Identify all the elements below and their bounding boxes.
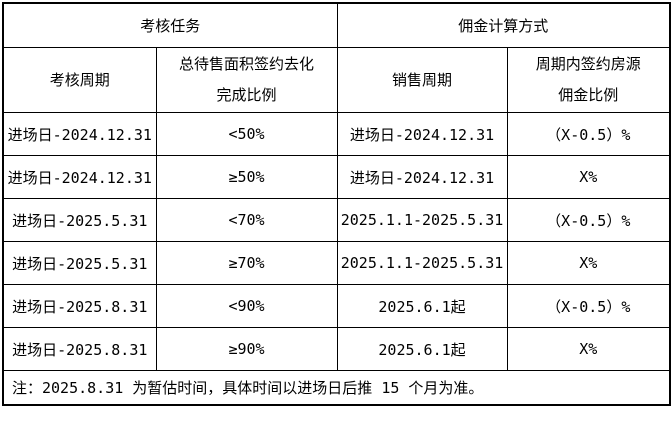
header-line: 周期内签约房源 bbox=[535, 55, 641, 73]
table-note: 注：2025.8.31 为暂估时间，具体时间以进场日后推 15 个月为准。 bbox=[2, 370, 671, 406]
cell-completion-ratio: ≥50% bbox=[155, 155, 338, 199]
table-row: 进场日-2025.8.31 ≥90% 2025.6.1起 X% bbox=[2, 327, 671, 371]
column-header-sales-period: 销售周期 bbox=[336, 47, 508, 113]
header-line: 完成比例 bbox=[216, 86, 277, 104]
cell-assessment-period: 进场日-2025.5.31 bbox=[2, 198, 157, 242]
group-header-commission-method: 佣金计算方式 bbox=[336, 2, 671, 48]
cell-commission-ratio: （X-0.5）% bbox=[506, 112, 671, 156]
table-row: 进场日-2025.5.31 <70% 2025.1.1-2025.5.31 （X… bbox=[2, 198, 671, 242]
column-header-assessment-period: 考核周期 bbox=[2, 47, 157, 113]
cell-completion-ratio: ≥70% bbox=[155, 241, 338, 285]
table-row: 进场日-2025.5.31 ≥70% 2025.1.1-2025.5.31 X% bbox=[2, 241, 671, 285]
cell-completion-ratio: <90% bbox=[155, 284, 338, 328]
header-line: 销售周期 bbox=[392, 70, 453, 89]
cell-sales-period: 2025.6.1起 bbox=[336, 327, 508, 371]
cell-sales-period: 2025.6.1起 bbox=[336, 284, 508, 328]
cell-assessment-period: 进场日-2025.8.31 bbox=[2, 327, 157, 371]
note-row: 注：2025.8.31 为暂估时间，具体时间以进场日后推 15 个月为准。 bbox=[2, 370, 671, 406]
column-header-completion-ratio: 总待售面积签约去化 完成比例 bbox=[155, 47, 338, 113]
table-row: 进场日-2025.8.31 <90% 2025.6.1起 （X-0.5）% bbox=[2, 284, 671, 328]
column-header-row: 考核周期 总待售面积签约去化 完成比例 销售周期 周期内签约房源 佣金比例 bbox=[2, 47, 671, 113]
cell-commission-ratio: X% bbox=[506, 155, 671, 199]
group-header-assessment-task: 考核任务 bbox=[2, 2, 338, 48]
table-row: 进场日-2024.12.31 <50% 进场日-2024.12.31 （X-0.… bbox=[2, 112, 671, 156]
header-line: 总待售面积签约去化 bbox=[179, 55, 315, 73]
header-line: 佣金比例 bbox=[558, 86, 619, 104]
cell-sales-period: 进场日-2024.12.31 bbox=[336, 155, 508, 199]
cell-completion-ratio: <70% bbox=[155, 198, 338, 242]
group-header-row: 考核任务 佣金计算方式 bbox=[2, 2, 671, 48]
cell-completion-ratio: ≥90% bbox=[155, 327, 338, 371]
header-line: 考核周期 bbox=[49, 70, 110, 89]
cell-assessment-period: 进场日-2025.5.31 bbox=[2, 241, 157, 285]
cell-assessment-period: 进场日-2025.8.31 bbox=[2, 284, 157, 328]
cell-assessment-period: 进场日-2024.12.31 bbox=[2, 112, 157, 156]
commission-assessment-table: 考核任务 佣金计算方式 考核周期 总待售面积签约去化 完成比例 销售周期 周期内… bbox=[2, 2, 672, 406]
column-header-commission-ratio: 周期内签约房源 佣金比例 bbox=[506, 47, 671, 113]
cell-commission-ratio: X% bbox=[506, 327, 671, 371]
cell-commission-ratio: X% bbox=[506, 241, 671, 285]
cell-commission-ratio: （X-0.5）% bbox=[506, 284, 671, 328]
cell-sales-period: 进场日-2024.12.31 bbox=[336, 112, 508, 156]
table-row: 进场日-2024.12.31 ≥50% 进场日-2024.12.31 X% bbox=[2, 155, 671, 199]
cell-commission-ratio: （X-0.5）% bbox=[506, 198, 671, 242]
cell-sales-period: 2025.1.1-2025.5.31 bbox=[336, 198, 508, 242]
cell-assessment-period: 进场日-2024.12.31 bbox=[2, 155, 157, 199]
cell-sales-period: 2025.1.1-2025.5.31 bbox=[336, 241, 508, 285]
cell-completion-ratio: <50% bbox=[155, 112, 338, 156]
